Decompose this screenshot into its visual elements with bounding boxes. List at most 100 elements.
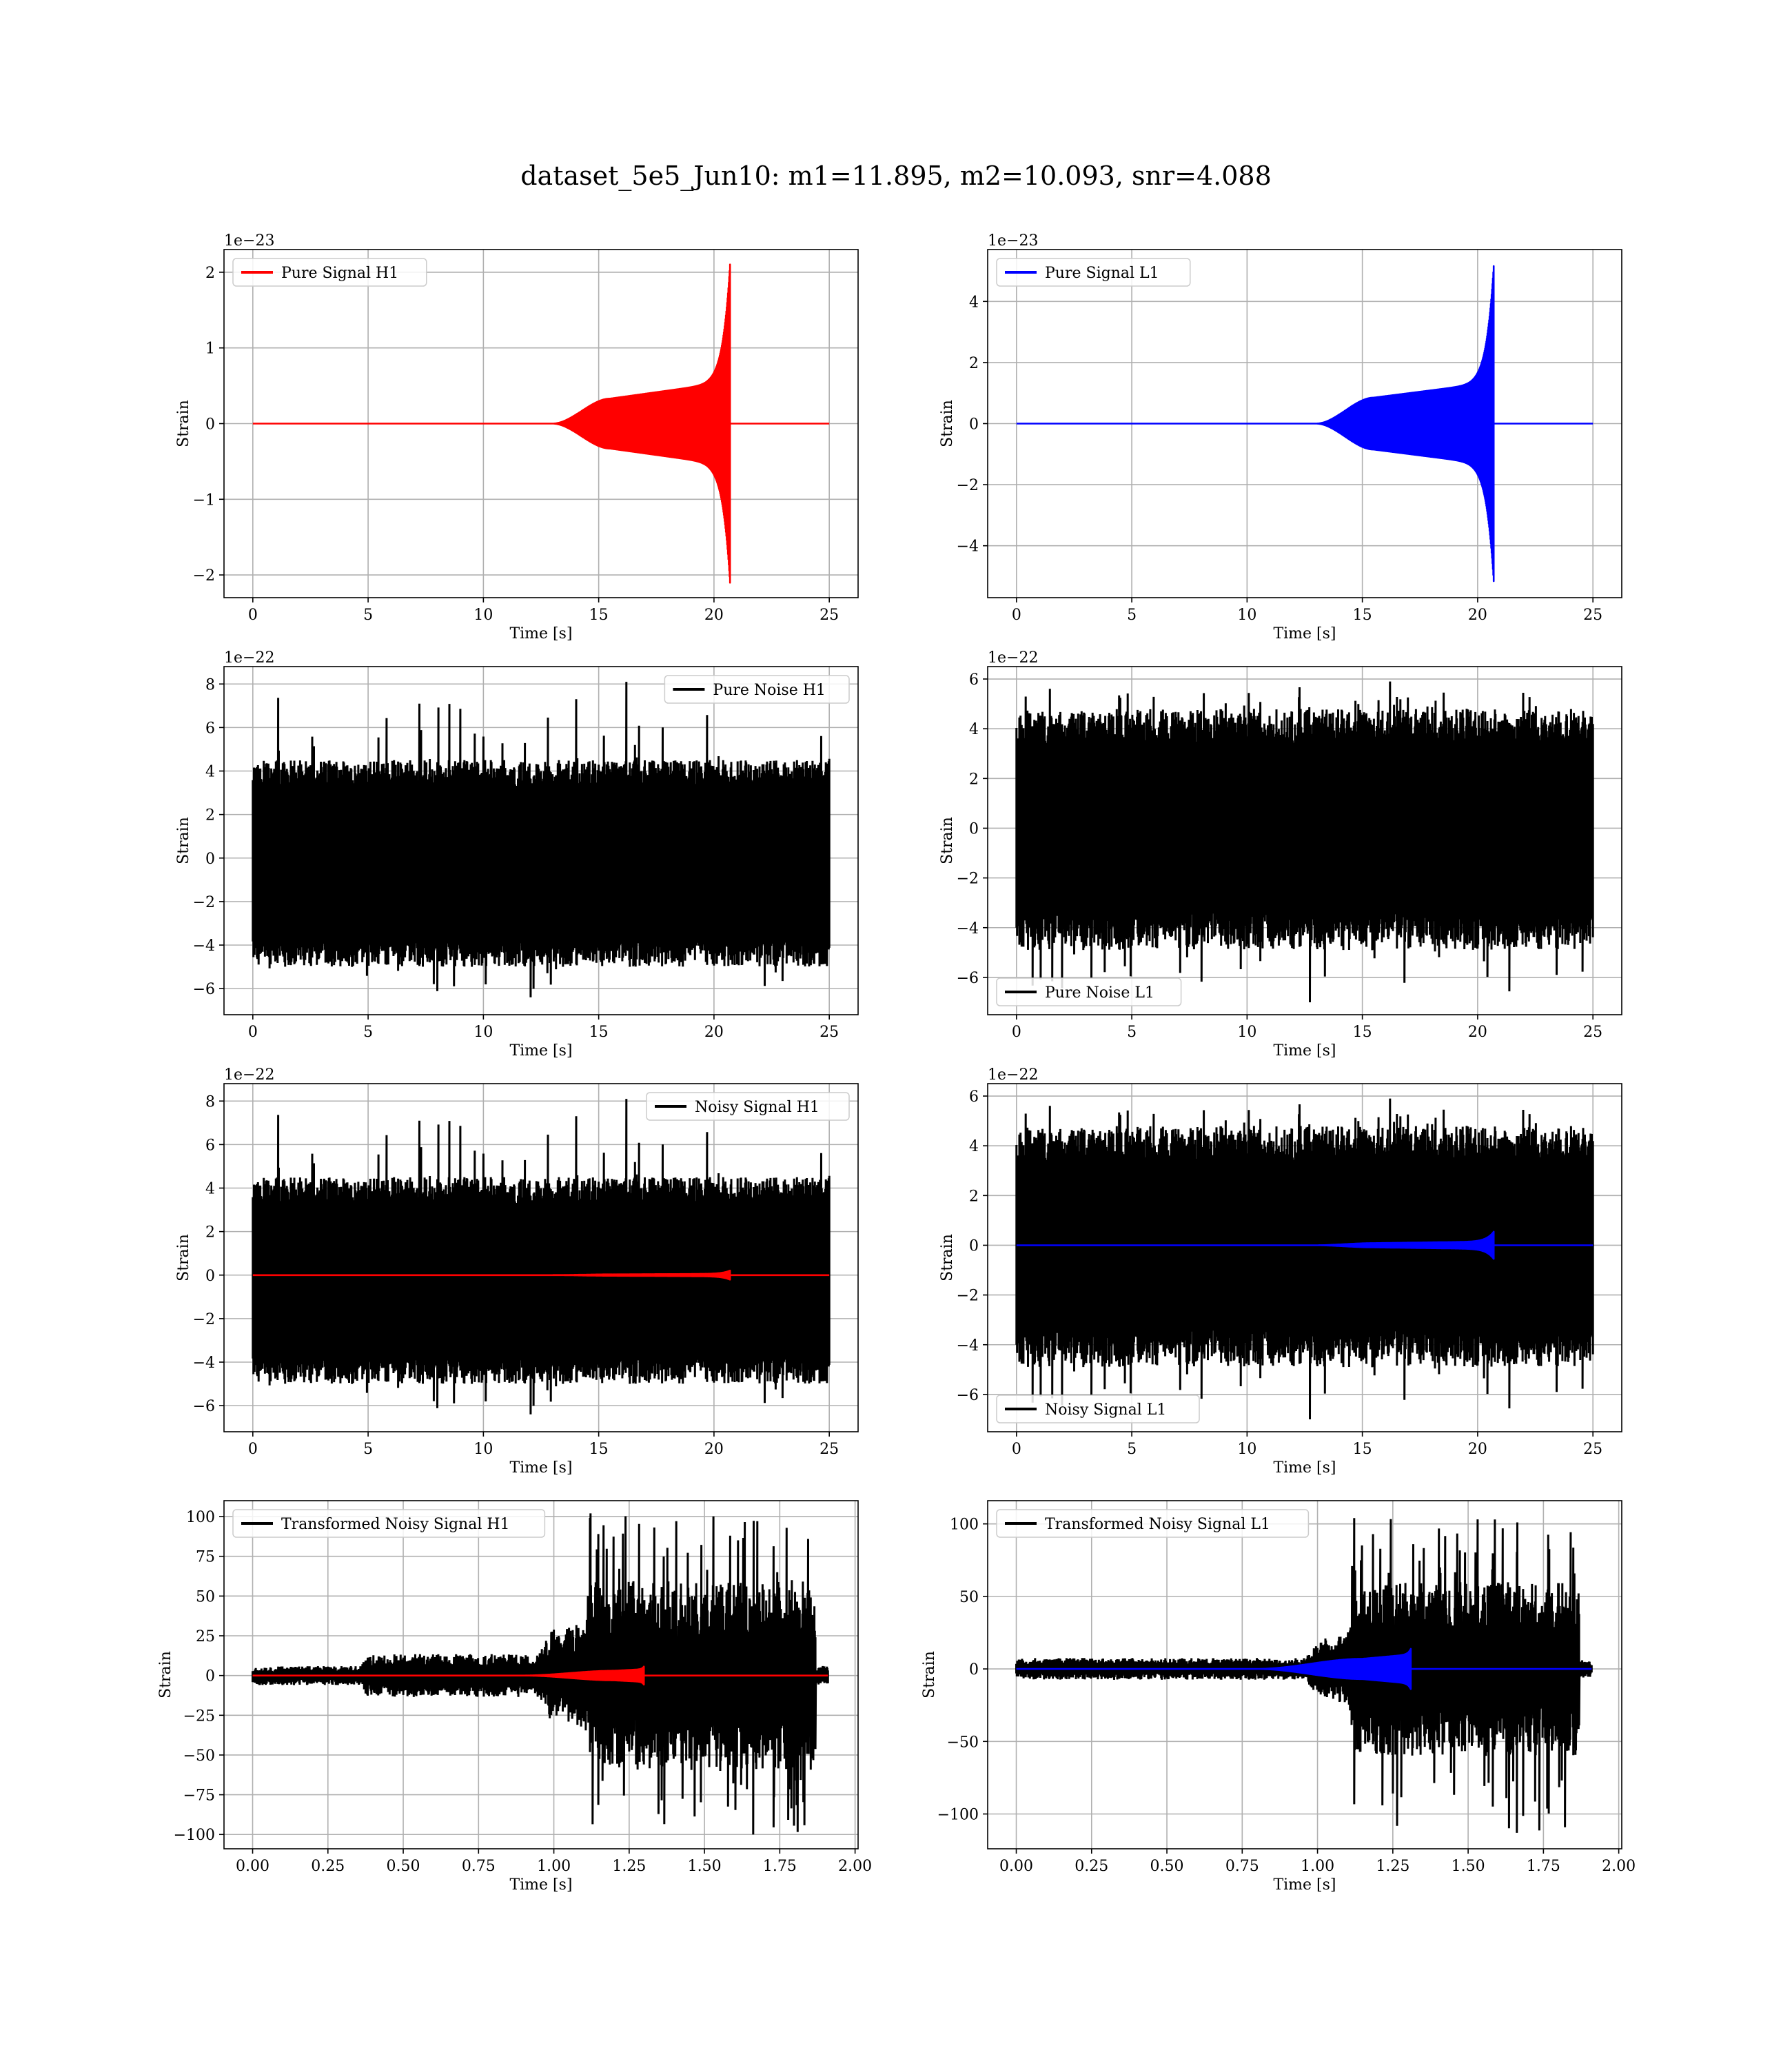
y-tick-label: 2 (205, 807, 215, 824)
y-tick-label: −100 (174, 1827, 215, 1844)
x-tick-label: 1.50 (1452, 1858, 1485, 1875)
series-line-2 (1015, 1648, 1592, 1690)
x-tick-label: 25 (819, 1024, 839, 1041)
y-tick-label: 2 (205, 1224, 215, 1241)
x-tick-label: 0 (1012, 1024, 1021, 1041)
y-tick-label: 2 (969, 771, 979, 788)
x-tick-label: 10 (474, 1441, 493, 1458)
y-tick-label: −4 (957, 920, 979, 937)
y-tick-label: −25 (183, 1707, 215, 1725)
x-tick-label: 0 (248, 607, 258, 624)
x-tick-label: 25 (819, 607, 839, 624)
y-tick-label: −6 (193, 1398, 215, 1415)
x-tick-label: 20 (704, 607, 724, 624)
y-offset-text: 1e−22 (224, 1066, 274, 1084)
x-tick-label: 5 (363, 607, 373, 624)
series-line-1 (1015, 1098, 1594, 1420)
axes-frame (987, 1500, 1622, 1849)
y-axis-label: Strain (939, 1234, 956, 1281)
chart-panel-p5: 0 5 10 15 20 25 −6 −4 −2 0 2 4 6 8 Time [s] Strain 1e−22… (175, 1066, 859, 1477)
y-tick-label: 0 (205, 851, 215, 868)
x-tick-label: 1.75 (763, 1858, 797, 1875)
x-tick-label: 2.00 (1602, 1858, 1636, 1875)
series-group (1015, 1518, 1593, 1833)
x-tick-label: 20 (1468, 1441, 1487, 1458)
x-tick-label: 0.50 (387, 1858, 420, 1875)
series-line-2 (252, 1665, 828, 1685)
chart-panel-p6: 0 5 10 15 20 25 −6 −4 −2 0 2 4 6 Time [s] Strain 1e−22 N… (939, 1066, 1622, 1477)
y-offset-text: 1e−22 (988, 1066, 1038, 1084)
x-tick-label: 1.00 (1301, 1858, 1334, 1875)
legend-label: Transformed Noisy Signal H1 (281, 1516, 510, 1533)
x-tick-label: 20 (1468, 607, 1487, 624)
y-tick-label: −100 (937, 1807, 979, 1824)
y-tick-label: 4 (969, 294, 979, 311)
y-axis-label: Strain (175, 400, 192, 447)
x-tick-label: 5 (363, 1441, 373, 1458)
x-tick-label: 10 (1237, 607, 1256, 624)
x-tick-label: 0.00 (236, 1858, 269, 1875)
legend-label: Pure Signal H1 (281, 265, 398, 282)
legend-box (232, 1509, 546, 1538)
x-axis-label: Time [s] (1273, 1459, 1336, 1477)
x-tick-label: 15 (1353, 1024, 1372, 1041)
x-tick-label: 1.25 (1376, 1858, 1409, 1875)
y-tick-label: 2 (969, 1188, 979, 1205)
series-line-1 (252, 1513, 829, 1835)
x-tick-label: 25 (1583, 1441, 1602, 1458)
legend: Pure Noise L1 (996, 977, 1182, 1006)
y-tick-label: 8 (205, 1093, 215, 1111)
x-axis-label: Time [s] (509, 1042, 572, 1060)
chart-panel-p8: 0.00 0.25 0.50 0.75 1.00 1.25 1.50 1.75 2.00 −100… (921, 1500, 1636, 1894)
legend-label: Pure Signal L1 (1045, 265, 1159, 282)
y-tick-label: 50 (959, 1589, 979, 1606)
y-tick-label: −2 (193, 567, 215, 585)
figure-title: dataset_5e5_Jun10: m1=11.895, m2=10.093,… (520, 161, 1272, 192)
axes-frame (223, 1083, 859, 1432)
y-tick-label: 6 (205, 720, 215, 737)
y-tick-label: 4 (969, 721, 979, 738)
legend: Noisy Signal L1 (996, 1395, 1200, 1423)
y-tick-label: −6 (957, 970, 979, 987)
series-line-2 (252, 1269, 830, 1281)
x-tick-label: 10 (1237, 1441, 1256, 1458)
y-tick-label: 4 (205, 764, 215, 781)
legend-label: Pure Noise L1 (1045, 984, 1154, 1002)
legend-label: Transformed Noisy Signal L1 (1045, 1516, 1270, 1533)
x-tick-label: 15 (589, 607, 609, 624)
x-tick-label: 15 (589, 1024, 609, 1041)
y-tick-label: −2 (193, 1311, 215, 1328)
x-tick-label: 0 (248, 1441, 258, 1458)
y-tick-label: −2 (193, 894, 215, 911)
x-tick-label: 25 (1583, 607, 1602, 624)
x-tick-label: 0 (248, 1024, 258, 1041)
y-axis-label: Strain (175, 1234, 192, 1281)
y-tick-label: 2 (969, 355, 979, 372)
legend-box (996, 1509, 1310, 1538)
y-axis-label: Strain (939, 400, 956, 447)
y-offset-text: 1e−23 (988, 232, 1038, 250)
y-tick-label: 2 (205, 265, 215, 282)
y-tick-label: 0 (969, 820, 979, 838)
y-tick-label: −4 (957, 538, 979, 556)
y-axis-label: Strain (939, 817, 956, 864)
legend-box (232, 258, 427, 287)
y-tick-label: 0 (969, 416, 979, 434)
series-group (252, 1099, 831, 1415)
legend-box (996, 258, 1191, 287)
axes-frame (223, 666, 859, 1015)
x-axis-label: Time [s] (1273, 625, 1336, 642)
x-axis-label: Time [s] (1273, 1876, 1336, 1894)
axes-frame (223, 1500, 859, 1849)
y-tick-label: 100 (950, 1517, 979, 1534)
x-tick-label: 5 (1127, 1024, 1137, 1041)
x-tick-label: 0.50 (1150, 1858, 1184, 1875)
axes-frame (987, 666, 1622, 1015)
x-tick-label: 0.75 (462, 1858, 496, 1875)
legend-box (664, 675, 850, 704)
x-tick-label: 0 (1012, 607, 1021, 624)
chart-panel-p7: 0.00 0.25 0.50 0.75 1.00 1.25 1.50 1.75 2.00 −100… (157, 1500, 872, 1894)
x-tick-label: 20 (1468, 1024, 1487, 1041)
legend: Pure Signal L1 (996, 258, 1191, 287)
x-axis-label: Time [s] (509, 625, 572, 642)
